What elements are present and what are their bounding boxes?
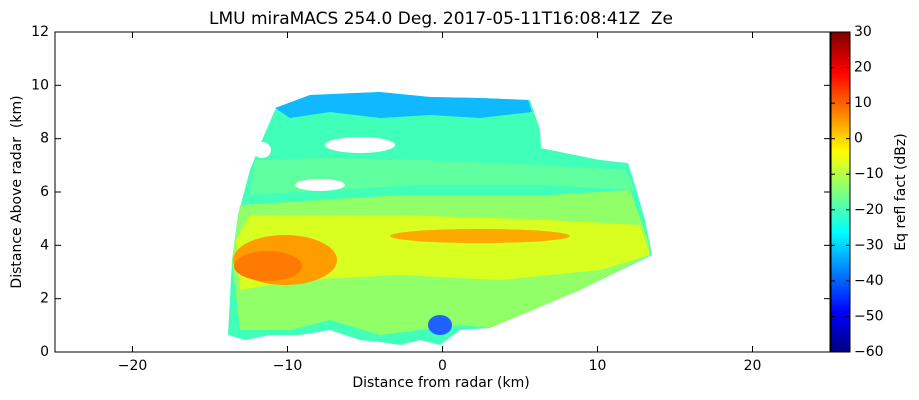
reflectivity-field <box>228 92 652 345</box>
x-tick-label: 20 <box>744 358 762 374</box>
x-tick-label: 0 <box>438 358 447 374</box>
y-tick-label: 10 <box>31 77 49 93</box>
y-tick-label: 2 <box>40 291 49 307</box>
colorbar-tick-label: 20 <box>854 60 872 76</box>
colorbar-tick-label: −30 <box>854 237 884 253</box>
colorbar-tick-label: 10 <box>854 95 872 111</box>
y-tick-label: 0 <box>40 344 49 360</box>
y-tick-label: 8 <box>40 131 49 147</box>
y-tick-label: 4 <box>40 237 49 253</box>
colorbar-tick-label: −10 <box>854 166 884 182</box>
colorbar-tick-label: −60 <box>854 344 884 360</box>
y-tick-label: 12 <box>31 24 49 40</box>
x-axis-label: Distance from radar (km) <box>352 375 529 391</box>
y-axis-label: Distance Above radar (km) <box>9 95 25 288</box>
colorbar-tick-label: −50 <box>854 308 884 324</box>
colorbar-tick-label: −20 <box>854 202 884 218</box>
x-tick-label: 10 <box>589 358 607 374</box>
colorbar-tick-label: −40 <box>854 273 884 289</box>
colorbar-tick-label: 30 <box>854 24 872 40</box>
y-tick-label: 6 <box>40 184 49 200</box>
x-tick-label: −20 <box>118 358 148 374</box>
colorbar-tick-label: 0 <box>854 131 863 147</box>
x-tick-label: −10 <box>273 358 303 374</box>
colorbar-label: Eq refl fact (dBz) <box>893 133 909 250</box>
colorbar <box>830 31 851 353</box>
chart-title: LMU miraMACS 254.0 Deg. 2017-05-11T16:08… <box>209 9 673 29</box>
